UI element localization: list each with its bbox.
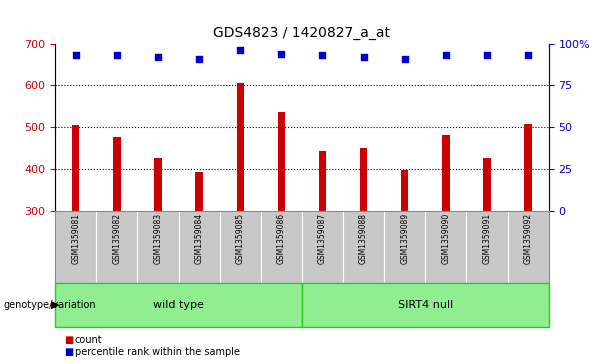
- Text: GSM1359085: GSM1359085: [236, 213, 245, 264]
- Point: [359, 54, 368, 60]
- Point: [153, 54, 163, 60]
- Text: genotype/variation: genotype/variation: [3, 300, 96, 310]
- Point: [276, 51, 286, 57]
- Bar: [113, 138, 121, 211]
- Point: [523, 52, 533, 58]
- Bar: [96, 211, 137, 283]
- Bar: [55, 283, 302, 327]
- Text: ■: ■: [64, 347, 74, 357]
- Bar: [261, 211, 302, 283]
- Bar: [466, 211, 508, 283]
- Text: GSM1359084: GSM1359084: [194, 213, 204, 264]
- Text: SIRT4 null: SIRT4 null: [398, 300, 453, 310]
- Bar: [508, 211, 549, 283]
- Point: [235, 47, 245, 53]
- Point: [112, 52, 122, 58]
- Text: GSM1359092: GSM1359092: [524, 213, 533, 264]
- Text: GSM1359081: GSM1359081: [71, 213, 80, 264]
- Text: GSM1359086: GSM1359086: [277, 213, 286, 264]
- Text: GSM1359091: GSM1359091: [482, 213, 492, 264]
- Bar: [278, 113, 285, 211]
- Text: GSM1359087: GSM1359087: [318, 213, 327, 264]
- Bar: [196, 172, 203, 211]
- Text: GSM1359089: GSM1359089: [400, 213, 409, 264]
- Bar: [237, 83, 244, 211]
- Bar: [302, 283, 549, 327]
- Bar: [343, 211, 384, 283]
- Bar: [137, 211, 178, 283]
- Bar: [483, 158, 490, 211]
- Bar: [425, 211, 466, 283]
- Bar: [524, 124, 531, 211]
- Text: GSM1359083: GSM1359083: [153, 213, 162, 264]
- Point: [482, 52, 492, 58]
- Bar: [178, 211, 219, 283]
- Text: GSM1359090: GSM1359090: [441, 213, 451, 264]
- Text: ■: ■: [64, 335, 74, 346]
- Bar: [55, 211, 96, 283]
- Point: [318, 52, 327, 58]
- Text: count: count: [75, 335, 102, 346]
- Bar: [302, 211, 343, 283]
- Bar: [154, 158, 162, 211]
- Point: [441, 52, 451, 58]
- Bar: [219, 211, 261, 283]
- Text: GSM1359082: GSM1359082: [112, 213, 121, 264]
- Point: [71, 52, 81, 58]
- Point: [194, 56, 204, 61]
- Bar: [360, 148, 367, 211]
- Text: GSM1359088: GSM1359088: [359, 213, 368, 264]
- Text: percentile rank within the sample: percentile rank within the sample: [75, 347, 240, 357]
- Bar: [72, 125, 80, 211]
- Text: ▶: ▶: [51, 300, 59, 310]
- Bar: [442, 135, 449, 211]
- Text: wild type: wild type: [153, 300, 204, 310]
- Point: [400, 56, 409, 61]
- Bar: [384, 211, 425, 283]
- Title: GDS4823 / 1420827_a_at: GDS4823 / 1420827_a_at: [213, 26, 390, 40]
- Bar: [319, 151, 326, 211]
- Bar: [401, 170, 408, 211]
